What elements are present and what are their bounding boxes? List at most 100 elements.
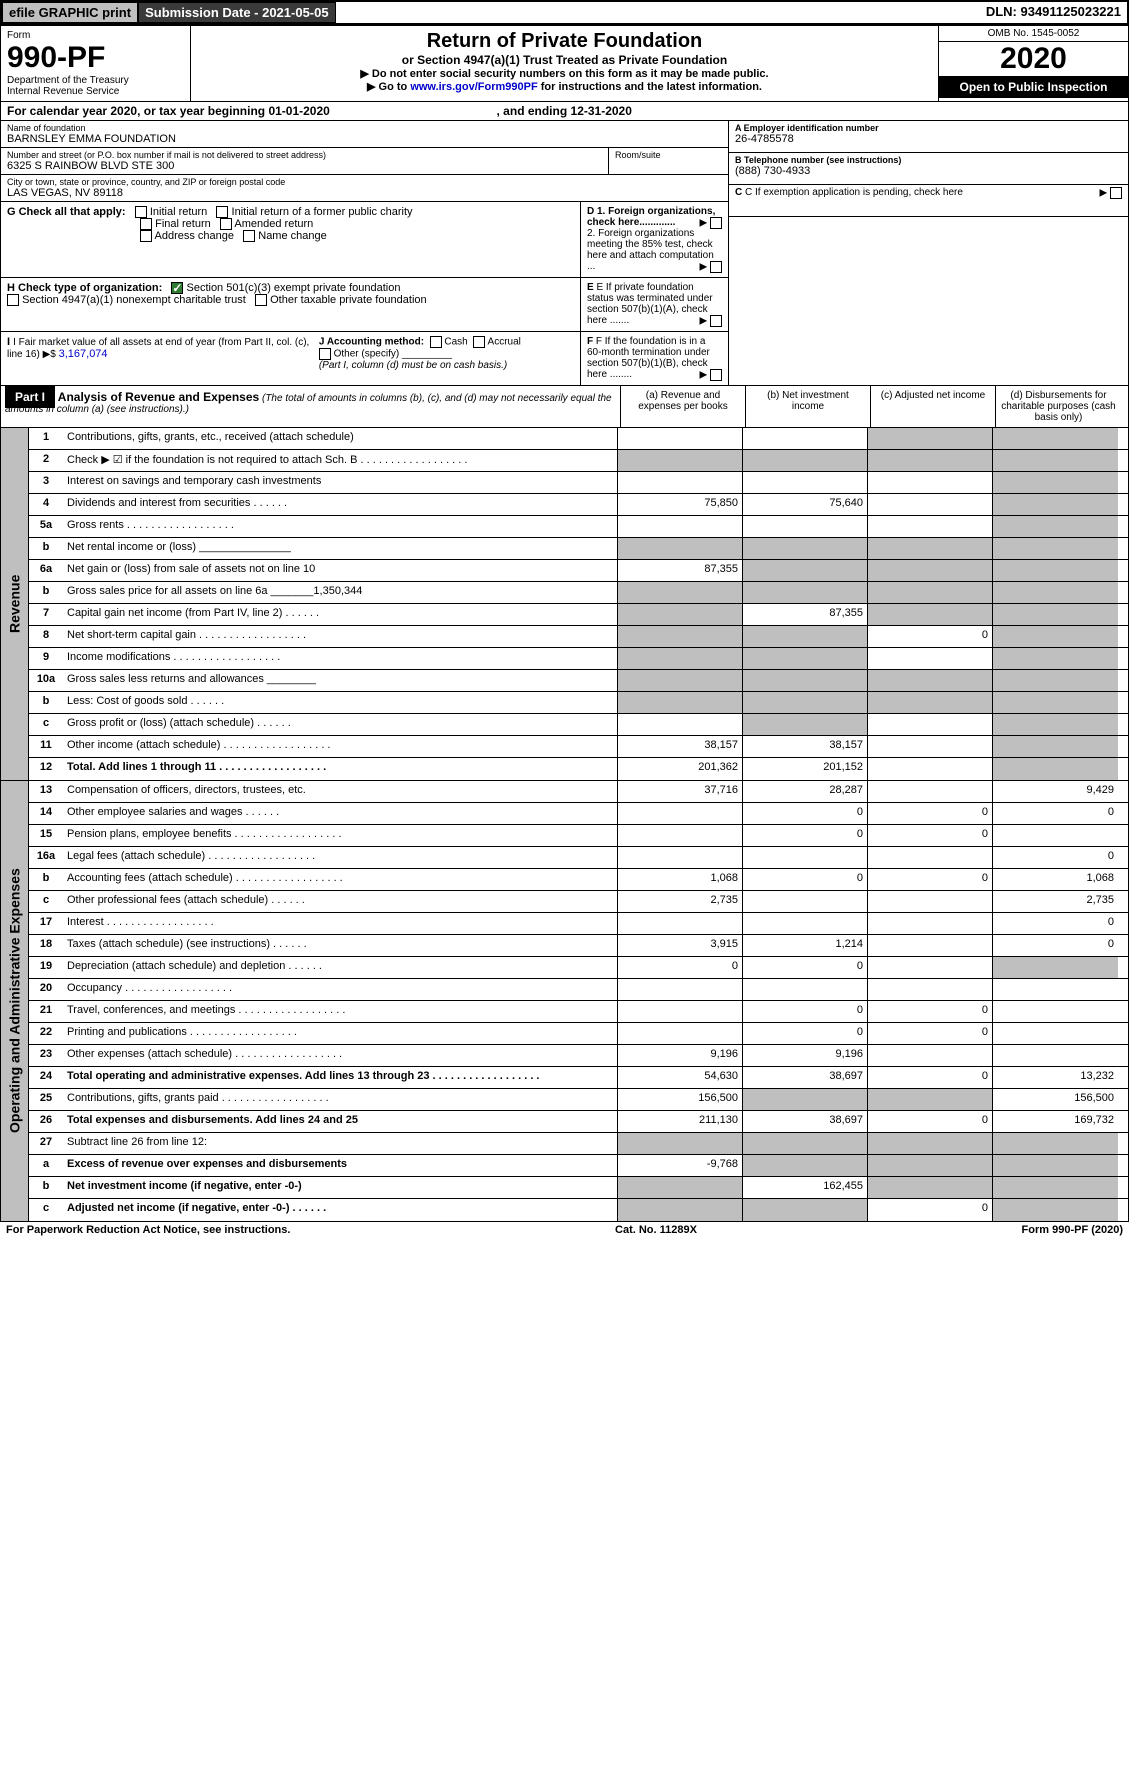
- phone: (888) 730-4933: [735, 165, 1122, 177]
- form-note-1: ▶ Do not enter social security numbers o…: [195, 67, 934, 80]
- table-row: cGross profit or (loss) (attach schedule…: [29, 714, 1128, 736]
- open-inspection: Open to Public Inspection: [939, 76, 1128, 98]
- form-title: Return of Private Foundation: [195, 30, 934, 53]
- submission-date: Submission Date - 2021-05-05: [138, 2, 336, 23]
- ij-section: I I Fair market value of all assets at e…: [1, 332, 581, 385]
- checkbox-initial-former[interactable]: [216, 206, 228, 218]
- table-row: 8Net short-term capital gain0: [29, 626, 1128, 648]
- table-row: 7Capital gain net income (from Part IV, …: [29, 604, 1128, 626]
- form-ref: Form 990-PF (2020): [1022, 1224, 1123, 1236]
- pra-notice: For Paperwork Reduction Act Notice, see …: [6, 1224, 290, 1236]
- form-label: Form: [7, 30, 184, 41]
- table-row: bAccounting fees (attach schedule)1,0680…: [29, 869, 1128, 891]
- city-label: City or town, state or province, country…: [7, 177, 722, 187]
- cat-no: Cat. No. 11289X: [615, 1224, 697, 1236]
- checkbox-final-return[interactable]: [140, 218, 152, 230]
- revenue-label: Revenue: [1, 428, 29, 780]
- footer: For Paperwork Reduction Act Notice, see …: [0, 1222, 1129, 1238]
- checkbox-address-change[interactable]: [140, 230, 152, 242]
- expenses-section: Operating and Administrative Expenses 13…: [0, 781, 1129, 1222]
- table-row: 18Taxes (attach schedule) (see instructi…: [29, 935, 1128, 957]
- expenses-label: Operating and Administrative Expenses: [1, 781, 29, 1221]
- checkbox-e[interactable]: [710, 315, 722, 327]
- table-row: bNet investment income (if negative, ent…: [29, 1177, 1128, 1199]
- top-bar: efile GRAPHIC print Submission Date - 20…: [0, 0, 1129, 25]
- addr-label: Number and street (or P.O. box number if…: [7, 150, 602, 160]
- table-row: bLess: Cost of goods sold: [29, 692, 1128, 714]
- table-row: 15Pension plans, employee benefits00: [29, 825, 1128, 847]
- revenue-section: Revenue 1Contributions, gifts, grants, e…: [0, 428, 1129, 781]
- checkbox-amended[interactable]: [220, 218, 232, 230]
- table-row: 4Dividends and interest from securities7…: [29, 494, 1128, 516]
- checkbox-c[interactable]: [1110, 187, 1122, 199]
- calendar-year: For calendar year 2020, or tax year begi…: [0, 102, 1129, 121]
- checkbox-cash[interactable]: [430, 336, 442, 348]
- checkbox-501c3[interactable]: [171, 282, 183, 294]
- table-row: 2Check ▶ ☑ if the foundation is not requ…: [29, 450, 1128, 472]
- form-number: 990-PF: [7, 41, 184, 75]
- form-note-2: ▶ Go to www.irs.gov/Form990PF for instru…: [195, 80, 934, 93]
- table-row: 9Income modifications: [29, 648, 1128, 670]
- irs-link[interactable]: www.irs.gov/Form990PF: [410, 81, 537, 93]
- table-row: bGross sales price for all assets on lin…: [29, 582, 1128, 604]
- table-row: aExcess of revenue over expenses and dis…: [29, 1155, 1128, 1177]
- efile-button[interactable]: efile GRAPHIC print: [2, 2, 138, 23]
- tax-year: 2020: [939, 42, 1128, 76]
- f-section: F F If the foundation is in a 60-month t…: [581, 332, 728, 385]
- checkbox-initial-return[interactable]: [135, 206, 147, 218]
- foundation-name: BARNSLEY EMMA FOUNDATION: [7, 133, 722, 145]
- table-row: 21Travel, conferences, and meetings00: [29, 1001, 1128, 1023]
- table-row: 12Total. Add lines 1 through 11201,36220…: [29, 758, 1128, 780]
- taxpayer-info: Name of foundation BARNSLEY EMMA FOUNDAT…: [0, 121, 1129, 386]
- omb: OMB No. 1545-0052: [939, 26, 1128, 42]
- city: LAS VEGAS, NV 89118: [7, 187, 722, 199]
- table-row: 16aLegal fees (attach schedule)0: [29, 847, 1128, 869]
- table-row: 13Compensation of officers, directors, t…: [29, 781, 1128, 803]
- checkbox-other-method[interactable]: [319, 348, 331, 360]
- c-section: C C If exemption application is pending,…: [729, 185, 1128, 217]
- table-row: 3Interest on savings and temporary cash …: [29, 472, 1128, 494]
- table-row: 14Other employee salaries and wages000: [29, 803, 1128, 825]
- g-section: G Check all that apply: Initial return I…: [1, 202, 581, 278]
- table-row: 20Occupancy: [29, 979, 1128, 1001]
- dept: Department of the Treasury: [7, 75, 184, 86]
- table-row: 22Printing and publications00: [29, 1023, 1128, 1045]
- ein: 26-4785578: [735, 133, 1122, 145]
- fmv-link[interactable]: 3,167,074: [59, 348, 108, 360]
- table-row: cOther professional fees (attach schedul…: [29, 891, 1128, 913]
- col-c-header: (c) Adjusted net income: [871, 386, 996, 427]
- form-subtitle: or Section 4947(a)(1) Trust Treated as P…: [195, 53, 934, 67]
- table-row: 6aNet gain or (loss) from sale of assets…: [29, 560, 1128, 582]
- col-a-header: (a) Revenue and expenses per books: [621, 386, 746, 427]
- name-label: Name of foundation: [7, 123, 722, 133]
- checkbox-f[interactable]: [710, 369, 722, 381]
- checkbox-accrual[interactable]: [473, 336, 485, 348]
- table-row: cAdjusted net income (if negative, enter…: [29, 1199, 1128, 1221]
- checkbox-d2[interactable]: [710, 261, 722, 273]
- form-header: Form 990-PF Department of the Treasury I…: [0, 25, 1129, 102]
- table-row: 10aGross sales less returns and allowanc…: [29, 670, 1128, 692]
- table-row: 23Other expenses (attach schedule)9,1969…: [29, 1045, 1128, 1067]
- checkbox-4947[interactable]: [7, 294, 19, 306]
- irs: Internal Revenue Service: [7, 86, 184, 97]
- col-b-header: (b) Net investment income: [746, 386, 871, 427]
- col-d-header: (d) Disbursements for charitable purpose…: [996, 386, 1121, 427]
- table-row: 1Contributions, gifts, grants, etc., rec…: [29, 428, 1128, 450]
- checkbox-name-change[interactable]: [243, 230, 255, 242]
- table-row: 26Total expenses and disbursements. Add …: [29, 1111, 1128, 1133]
- checkbox-other-taxable[interactable]: [255, 294, 267, 306]
- dln: DLN: 93491125023221: [980, 2, 1127, 23]
- table-row: 24Total operating and administrative exp…: [29, 1067, 1128, 1089]
- table-row: 27Subtract line 26 from line 12:: [29, 1133, 1128, 1155]
- room-label: Room/suite: [615, 150, 722, 160]
- e-section: E E If private foundation status was ter…: [581, 278, 728, 332]
- checkbox-d1[interactable]: [710, 217, 722, 229]
- table-row: 17Interest0: [29, 913, 1128, 935]
- table-row: 11Other income (attach schedule)38,15738…: [29, 736, 1128, 758]
- d-section: D 1. Foreign organizations, check here..…: [581, 202, 728, 278]
- ein-label: A Employer identification number: [735, 123, 1122, 133]
- phone-label: B Telephone number (see instructions): [735, 155, 1122, 165]
- h-section: H Check type of organization: Section 50…: [1, 278, 581, 332]
- table-row: 5aGross rents: [29, 516, 1128, 538]
- table-row: 25Contributions, gifts, grants paid156,5…: [29, 1089, 1128, 1111]
